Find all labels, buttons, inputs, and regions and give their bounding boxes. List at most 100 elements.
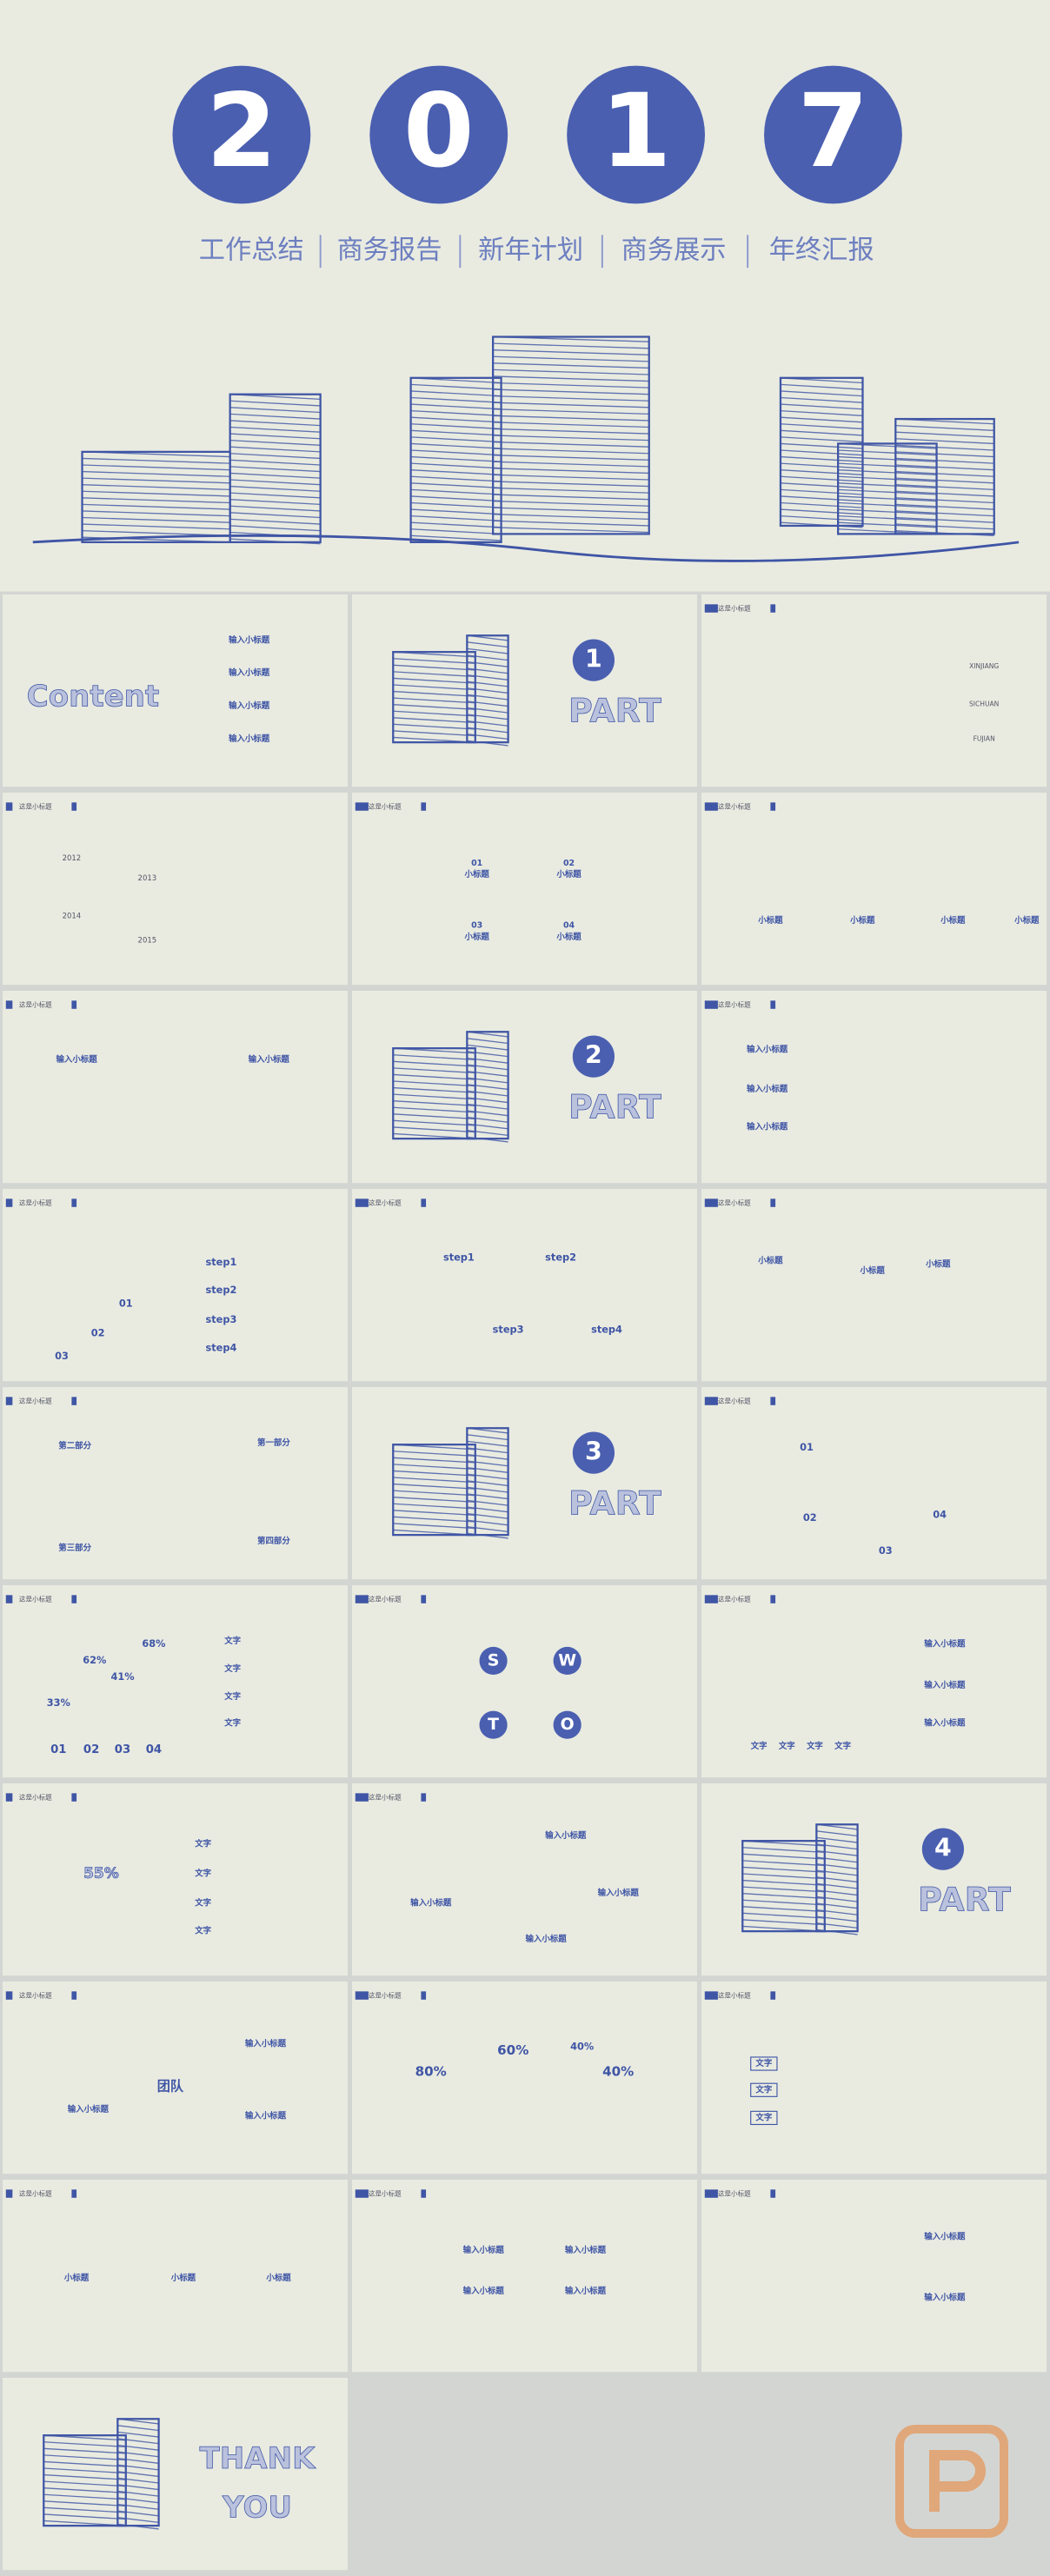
hatch: [117, 2464, 159, 2471]
slide-text: 33%: [47, 1696, 70, 1709]
slide-text: 文字: [750, 1741, 768, 1751]
hatch: [117, 2517, 159, 2524]
hatch: [493, 527, 649, 534]
hatch: [410, 396, 502, 403]
hatch: [838, 475, 937, 482]
slide-text: SICHUAN: [969, 700, 999, 708]
header-label: 这是小标题: [19, 1198, 52, 1206]
hatch: [117, 2457, 159, 2464]
header-bar: [704, 1198, 718, 1207]
slide-thumb: 1 PART: [352, 594, 697, 787]
hatch: [895, 484, 994, 491]
hatch: [467, 1084, 508, 1091]
paper: [701, 1387, 1047, 1580]
paper: [352, 594, 697, 787]
hatch: [493, 487, 649, 494]
slide-text: 输入小标题: [545, 1830, 587, 1841]
hatch: [816, 1922, 858, 1929]
hatch: [393, 1503, 475, 1510]
hatch: [82, 470, 230, 477]
subtitle-item: 商务展示: [621, 236, 727, 266]
slide-text: S: [488, 1650, 500, 1670]
hatch: [393, 671, 475, 678]
header-label: 这是小标题: [369, 1792, 402, 1801]
ground-line: [32, 534, 1020, 562]
hatch: [895, 523, 994, 530]
hatch: [493, 368, 649, 375]
hatch: [117, 2523, 159, 2530]
slide-thumb: 这是小标题输入小标题输入小标题输入小标题输入小标题: [352, 2180, 697, 2373]
header-bar: [5, 1595, 13, 1603]
hatch: [838, 501, 937, 508]
hatch: [780, 482, 863, 489]
header-label: 这是小标题: [369, 1990, 402, 1999]
hatch: [895, 431, 994, 438]
hatch: [410, 442, 502, 449]
hatch: [467, 681, 508, 687]
sketch-building: [392, 651, 476, 744]
slide-text: 03: [55, 1350, 69, 1362]
slide-text: 第三部分: [58, 1543, 91, 1553]
subtitle-item: 工作总结: [199, 236, 304, 266]
hatch: [895, 464, 994, 471]
hatch: [493, 415, 649, 422]
sketch-building: [815, 1823, 859, 1933]
slide-text: YOU: [222, 2491, 292, 2526]
slide-text: 输入小标题: [249, 1054, 290, 1065]
paper: [3, 991, 348, 1184]
hatch: [229, 420, 321, 427]
hatch: [229, 512, 321, 519]
hatch: [467, 694, 508, 700]
header-label: 这是小标题: [718, 1990, 751, 1999]
header-bar-end: [421, 1198, 427, 1207]
slide-text: 62%: [83, 1654, 106, 1666]
hatch: [393, 1523, 475, 1530]
slide-text: 输入小标题: [924, 1680, 966, 1690]
hatch: [393, 1457, 475, 1464]
slide-text: 文字: [754, 2084, 772, 2095]
header-bar: [355, 2189, 369, 2198]
hatch: [493, 342, 649, 349]
digit-circle: [369, 65, 508, 204]
hatch: [838, 508, 937, 515]
hatch: [742, 1919, 825, 1926]
hatch: [117, 2503, 159, 2510]
slide-text: 小标题: [265, 2273, 291, 2283]
header-bar-end: [71, 802, 77, 811]
hatch: [895, 457, 994, 464]
slide-text: 输入小标题: [245, 2111, 287, 2121]
slide-text: 40%: [570, 2041, 594, 2053]
hatch: [895, 516, 994, 523]
slide-text: 文字: [223, 1636, 241, 1646]
hatch: [393, 730, 475, 737]
hatch: [895, 424, 994, 431]
hatch: [780, 390, 863, 397]
paper: [701, 991, 1047, 1184]
hatch: [393, 1451, 475, 1457]
hatch: [816, 1876, 858, 1883]
hatch: [43, 2500, 126, 2507]
hatch: [467, 720, 508, 727]
header-label: 这是小标题: [718, 2188, 751, 2197]
hatch: [467, 700, 508, 707]
slide-text: 40%: [602, 2063, 634, 2079]
slide-text: 输入小标题: [525, 1934, 567, 1944]
hatch: [838, 469, 937, 476]
hatch: [742, 1899, 825, 1906]
header-label: 这是小标题: [19, 1396, 52, 1404]
hatch: [43, 2506, 126, 2513]
hatch: [895, 490, 994, 497]
hatch: [393, 1054, 475, 1061]
slide-text: 文字: [806, 1741, 823, 1751]
hatch: [838, 521, 937, 528]
hatch: [493, 500, 649, 507]
header-bar-end: [770, 1595, 776, 1603]
paper: [701, 1783, 1047, 1976]
hatch: [43, 2454, 126, 2461]
hatch: [82, 484, 230, 491]
hatch: [410, 455, 502, 462]
hatch: [410, 390, 502, 397]
